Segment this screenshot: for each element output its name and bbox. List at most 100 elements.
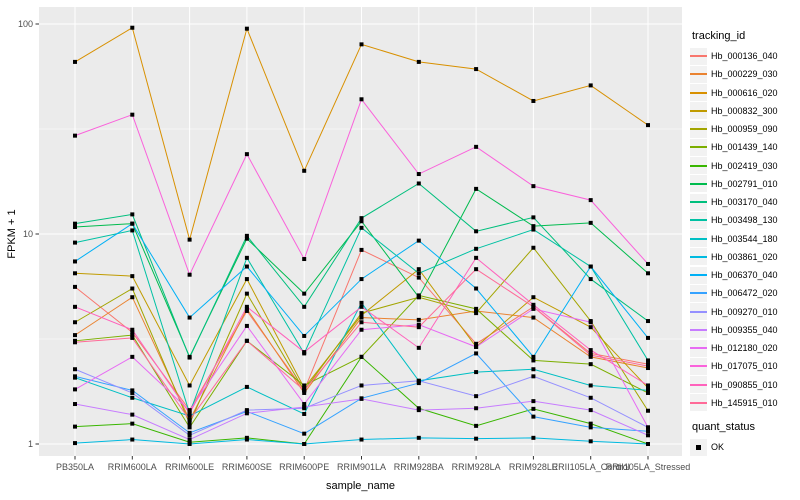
- data-point: [130, 25, 135, 30]
- data-point: [302, 388, 307, 393]
- x-tick-label: RRIM928BA: [394, 462, 444, 472]
- data-point: [588, 353, 593, 358]
- data-point: [646, 425, 650, 430]
- data-point: [302, 350, 307, 355]
- data-point: [73, 424, 77, 429]
- data-point: [244, 26, 249, 31]
- data-point: [588, 362, 593, 367]
- data-point: [302, 304, 307, 309]
- data-point: [531, 367, 536, 372]
- data-point: [416, 172, 421, 177]
- x-tick-label: RRIM600PE: [279, 462, 329, 472]
- data-point: [359, 219, 364, 224]
- series-color-swatch-icon: [690, 394, 707, 412]
- data-point: [531, 435, 536, 440]
- legend-items: Hb_000136_040 Hb_000229_030 Hb_000616_020 H…: [690, 47, 798, 412]
- data-point: [359, 304, 364, 309]
- series-color-swatch-icon: [690, 248, 707, 266]
- data-point: [588, 439, 593, 444]
- data-point: [588, 198, 593, 203]
- data-point: [588, 264, 593, 269]
- data-point: [531, 414, 536, 419]
- legend-label: Hb_000136_040: [711, 51, 778, 62]
- data-point: [187, 421, 192, 426]
- data-point: [588, 421, 593, 426]
- data-point: [73, 333, 77, 338]
- data-point: [474, 186, 479, 191]
- x-tick-label: RRIM600LA: [108, 462, 157, 472]
- data-point: [187, 430, 192, 435]
- data-point: [531, 98, 536, 103]
- series-color-swatch-icon: [690, 376, 707, 394]
- data-point: [416, 275, 421, 280]
- data-point: [588, 348, 593, 353]
- legend: tracking_id Hb_000136_040 Hb_000229_030 Hb…: [690, 30, 798, 456]
- data-point: [531, 374, 536, 379]
- legend-item-Hb_003544_180: Hb_003544_180: [690, 230, 798, 248]
- data-point: [187, 437, 192, 442]
- data-point: [244, 277, 249, 282]
- data-point: [646, 335, 650, 340]
- data-point: [187, 408, 192, 413]
- data-point: [359, 42, 364, 47]
- legend-label: Hb_012180_020: [711, 343, 778, 354]
- data-point: [416, 345, 421, 350]
- data-point: [588, 320, 593, 325]
- data-point: [359, 216, 364, 221]
- data-point: [646, 385, 650, 390]
- series-color-swatch-icon: [690, 65, 707, 83]
- data-point: [474, 341, 479, 346]
- data-point: [130, 212, 135, 217]
- data-point: [187, 442, 192, 446]
- data-point: [73, 221, 77, 226]
- data-point: [130, 330, 135, 335]
- data-point: [187, 383, 192, 388]
- data-point: [302, 291, 307, 296]
- series-color-swatch-icon: [690, 321, 707, 339]
- data-point: [244, 291, 249, 296]
- legend-item-Hb_000832_300: Hb_000832_300: [690, 102, 798, 120]
- legend-item-Hb_006370_040: Hb_006370_040: [690, 266, 798, 284]
- data-point: [244, 408, 249, 413]
- data-point: [531, 399, 536, 404]
- data-point: [130, 390, 135, 395]
- data-point: [416, 325, 421, 330]
- data-point: [73, 133, 77, 138]
- data-point: [416, 267, 421, 272]
- data-point: [646, 442, 650, 446]
- data-point: [474, 436, 479, 441]
- y-tick-label: 100: [18, 19, 33, 29]
- legend-item-Hb_145915_010: Hb_145915_010: [690, 394, 798, 412]
- series-color-swatch-icon: [690, 47, 707, 65]
- data-point: [531, 354, 536, 359]
- data-point: [474, 306, 479, 311]
- data-point: [73, 374, 77, 379]
- data-point: [130, 221, 135, 226]
- data-point: [531, 358, 536, 363]
- legend-label: Hb_009355_040: [711, 324, 778, 335]
- ok-point-icon: [690, 438, 707, 456]
- legend-label: Hb_006370_040: [711, 270, 778, 281]
- legend-item-Hb_090855_010: Hb_090855_010: [690, 376, 798, 394]
- data-point: [531, 295, 536, 300]
- data-point: [474, 370, 479, 375]
- legend-item-Hb_003170_040: Hb_003170_040: [690, 193, 798, 211]
- data-point: [302, 402, 307, 407]
- legend-label: Hb_003498_130: [711, 215, 778, 226]
- data-point: [474, 344, 479, 349]
- legend-item-Hb_009355_040: Hb_009355_040: [690, 321, 798, 339]
- data-point: [187, 418, 192, 423]
- legend-item-Hb_001439_140: Hb_001439_140: [690, 138, 798, 156]
- x-tick-label: RRIM928LA: [452, 462, 501, 472]
- x-tick-label: PB350LA: [56, 462, 94, 472]
- data-point: [416, 59, 421, 64]
- data-point: [474, 311, 479, 316]
- data-point: [187, 425, 192, 430]
- data-point: [73, 259, 77, 264]
- data-point: [302, 385, 307, 390]
- data-point: [474, 144, 479, 149]
- legend-item-Hb_003498_130: Hb_003498_130: [690, 211, 798, 229]
- data-point: [646, 123, 650, 128]
- data-point: [359, 313, 364, 318]
